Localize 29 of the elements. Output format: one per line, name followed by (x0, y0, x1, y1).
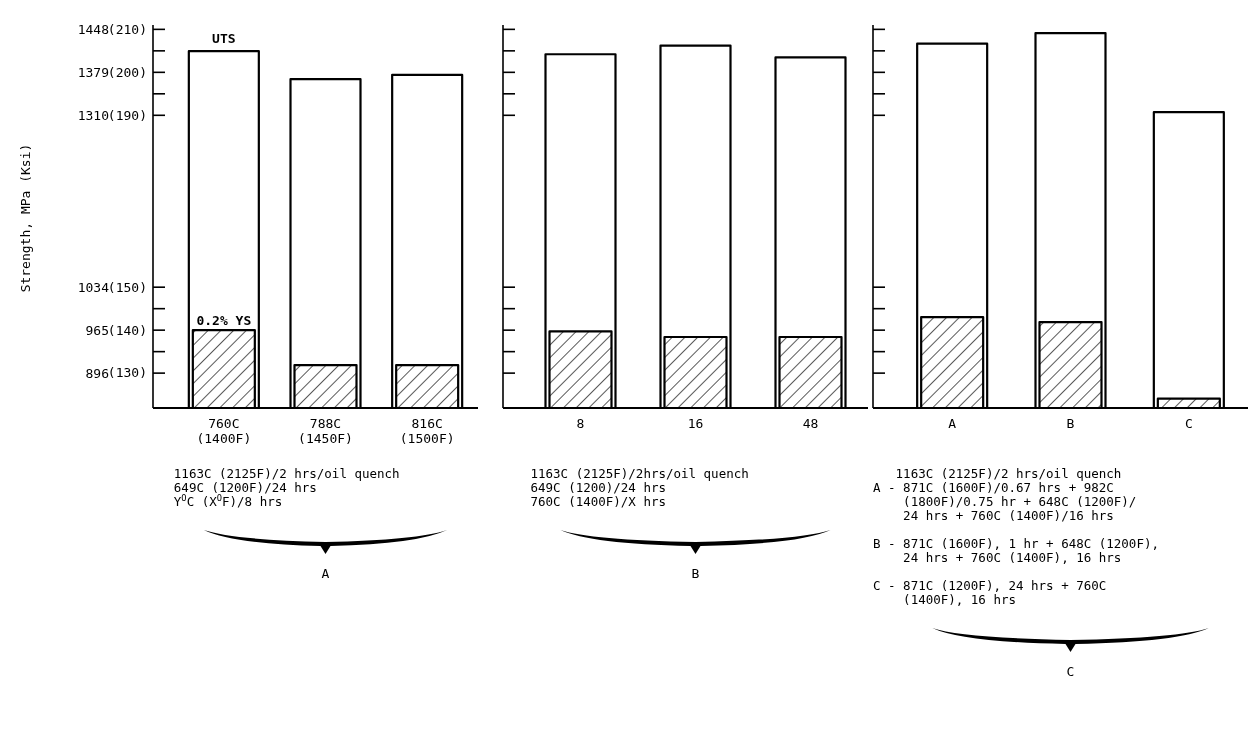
y2-tick-label: (140) (107, 322, 147, 338)
x-tick-label: 760C (1400F) (196, 416, 252, 446)
text: 1163C (2125F)/2 hrs/oil quench A - 871C (1600F)/0.67 hrs + 982C (1800F)/0.75 hr + 648C (1200F)/ 24 hrs + 760C (1400F)/16 hrs B - 871C (1600F), 1 hr + 648C (1200F), 24 hrs + 760C (1400F), 16 hrs C - 871C (1200F), 24 hrs + 760C (1400F), 16 hrs (873, 466, 1159, 607)
y-tick-label: 965 (85, 322, 109, 338)
x-tick-label: 816C (1500F) (399, 416, 455, 446)
x-axis-title: C (1066, 664, 1075, 679)
y-axis-title: Strength, MPa (Ksi) (18, 143, 33, 293)
y2-tick-label: (150) (107, 279, 147, 295)
y2-tick-label: (210) (107, 21, 147, 37)
x-tick-label: A (948, 416, 957, 431)
x-axis-title: A (321, 566, 330, 581)
y2-tick-label: (130) (107, 365, 147, 381)
y-tick-label: 1448 (77, 21, 109, 37)
y2-tick-label: (200) (107, 64, 147, 80)
x-tick-label: 8 (576, 416, 585, 431)
x-tick-label: 788C (1450F) (298, 416, 353, 446)
text: 1163C (2125F)/2 hrs/oil quench 649C (1200F)/24 hrs Y$^{O}$C (X$^{O}$F)/8 hrs (173, 466, 400, 509)
x-tick-label: B (1066, 416, 1075, 431)
y-tick-label: 1379 (77, 64, 109, 80)
y-tick-label: 1310 (77, 107, 109, 123)
y-tick-label: 896 (85, 365, 109, 381)
y-tick-label: 1034 (77, 279, 110, 295)
x-tick-label: 48 (802, 416, 819, 431)
x-tick-label: 16 (687, 416, 704, 431)
text: 1163C (2125F)/2hrs/oil quench 649C (1200)/24 hrs 760C (1400F)/X hrs (530, 466, 749, 509)
series-label: UTS (212, 31, 236, 47)
x-axis-title: B (691, 566, 700, 581)
series-label: 0.2% YS (196, 313, 252, 329)
x-tick-label: C (1184, 416, 1193, 431)
